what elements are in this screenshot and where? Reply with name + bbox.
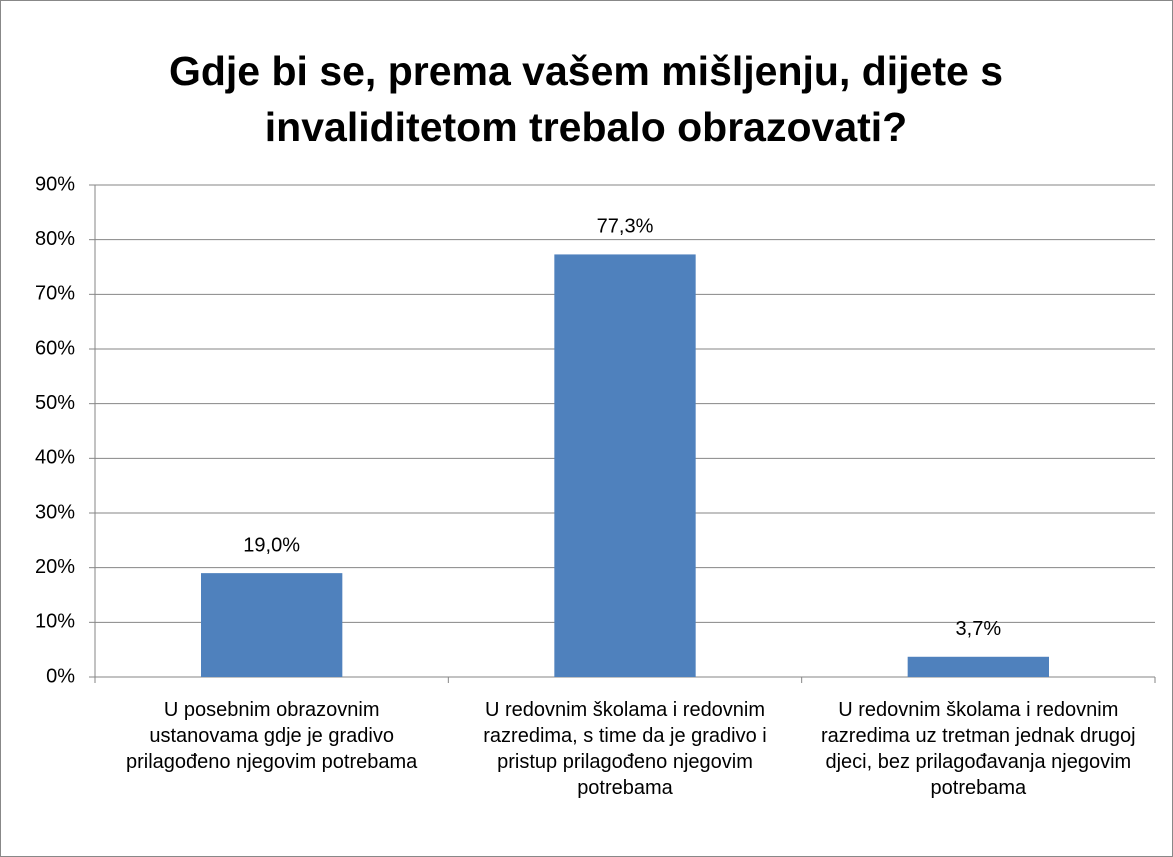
- x-tick-label: U redovnim školama i redovnim razredima,…: [483, 699, 767, 799]
- data-label: 19,0%: [243, 534, 300, 556]
- y-tick-label: 90%: [35, 173, 75, 195]
- data-label: 77,3%: [597, 216, 654, 238]
- chart-title: Gdje bi se, prema vašem mišljenju, dijet…: [168, 48, 1003, 150]
- y-tick-label: 0%: [46, 665, 75, 687]
- y-tick-label: 40%: [35, 447, 75, 469]
- bar: [554, 254, 696, 677]
- y-tick-label: 80%: [35, 228, 75, 250]
- data-label: 3,7%: [956, 618, 1002, 640]
- bar: [907, 656, 1049, 677]
- x-tick-label: U redovnim školama i redovnim razredima …: [821, 699, 1136, 799]
- y-tick-label: 70%: [35, 283, 75, 305]
- y-tick-label: 50%: [35, 392, 75, 414]
- x-tick-label: U posebnim obrazovnim ustanovama gdje je…: [126, 699, 418, 773]
- y-tick-label: 10%: [35, 611, 75, 633]
- y-tick-label: 20%: [35, 556, 75, 578]
- y-tick-label: 60%: [35, 337, 75, 359]
- y-tick-label: 30%: [35, 501, 75, 523]
- bar: [201, 573, 343, 677]
